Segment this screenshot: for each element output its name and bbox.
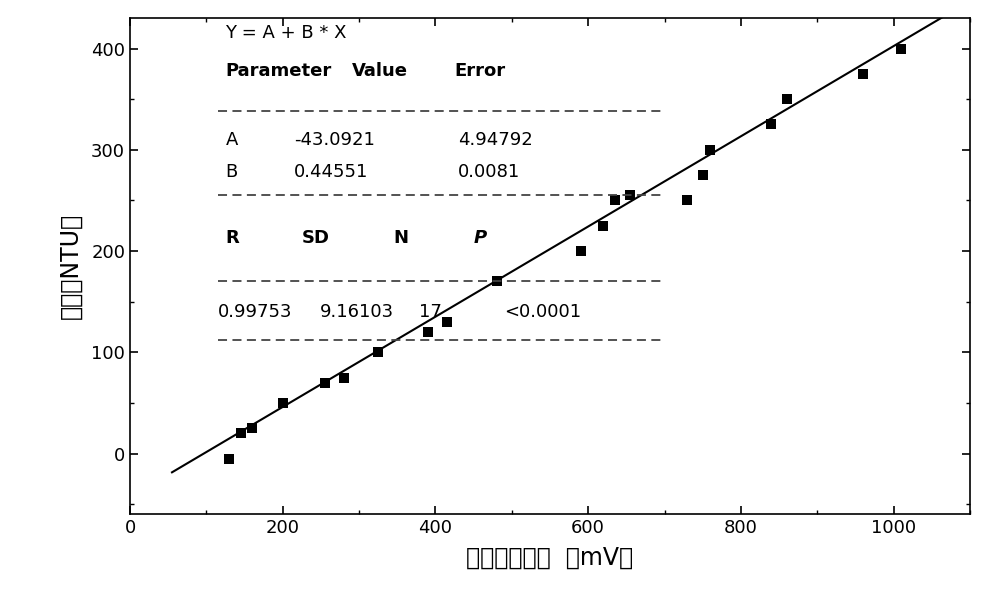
X-axis label: 垂直散射信号  （mV）: 垂直散射信号 （mV） [466, 546, 634, 569]
Text: 0.0081: 0.0081 [458, 163, 521, 181]
Text: SD: SD [302, 229, 330, 247]
Point [695, 170, 711, 180]
Point [317, 378, 333, 387]
Text: R: R [225, 229, 239, 247]
Text: P: P [474, 229, 487, 247]
Point [622, 191, 638, 200]
Text: B: B [225, 163, 238, 181]
Point [763, 120, 779, 129]
Text: -43.0921: -43.0921 [294, 131, 375, 149]
Text: <0.0001: <0.0001 [504, 302, 581, 321]
Text: 9.16103: 9.16103 [319, 302, 394, 321]
Point [233, 428, 249, 438]
Point [779, 94, 795, 104]
Text: A: A [225, 131, 238, 149]
Point [439, 317, 455, 327]
Point [336, 373, 352, 382]
Point [573, 246, 589, 256]
Text: N: N [393, 229, 408, 247]
Point [679, 195, 695, 205]
Point [275, 398, 291, 408]
Text: 0.44551: 0.44551 [294, 163, 369, 181]
Point [244, 424, 260, 433]
Text: Error: Error [455, 62, 506, 80]
Point [607, 195, 623, 205]
Text: 17: 17 [419, 302, 442, 321]
Y-axis label: 浊度（NTU）: 浊度（NTU） [59, 213, 83, 319]
Point [893, 44, 909, 53]
Point [221, 454, 237, 463]
Point [420, 327, 436, 337]
Point [702, 145, 718, 155]
Text: 4.94792: 4.94792 [458, 131, 533, 149]
Text: Parameter: Parameter [225, 62, 332, 80]
Point [489, 276, 505, 286]
Point [370, 347, 386, 357]
Text: Value: Value [351, 62, 407, 80]
Text: Y = A + B * X: Y = A + B * X [225, 24, 347, 42]
Text: 0.99753: 0.99753 [218, 302, 292, 321]
Point [855, 69, 871, 79]
Point [595, 221, 611, 231]
